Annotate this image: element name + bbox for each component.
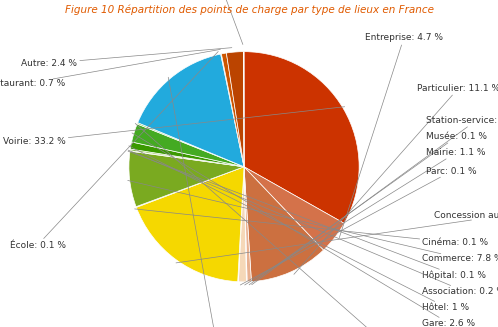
Wedge shape — [244, 167, 344, 250]
Wedge shape — [138, 54, 244, 167]
Text: Station-service: 0.6 %: Station-service: 0.6 % — [251, 116, 498, 285]
Wedge shape — [129, 151, 244, 207]
Wedge shape — [244, 167, 251, 282]
Text: Entreprise: 4.7 %: Entreprise: 4.7 % — [339, 33, 443, 238]
Wedge shape — [244, 52, 359, 223]
Wedge shape — [130, 149, 244, 167]
Wedge shape — [130, 150, 244, 167]
Text: Parc: 0.1 %: Parc: 0.1 % — [240, 167, 477, 285]
Wedge shape — [244, 167, 323, 282]
Text: Mairie: 1.1 %: Mairie: 1.1 % — [245, 148, 486, 285]
Wedge shape — [244, 167, 247, 282]
Wedge shape — [222, 53, 244, 167]
Text: Concession automobile: 18.4 %: Concession automobile: 18.4 % — [176, 211, 498, 263]
Text: Particulier: 11.1 %: Particulier: 11.1 % — [294, 84, 498, 274]
Text: Aéroport: 0.2 %: Aéroport: 0.2 % — [135, 123, 418, 327]
Wedge shape — [131, 124, 244, 167]
Wedge shape — [238, 167, 244, 282]
Text: Voirie: 33.2 %: Voirie: 33.2 % — [3, 107, 345, 146]
Text: Autre: 2.4 %: Autre: 2.4 % — [21, 48, 232, 68]
Text: Hôtel: 1 %: Hôtel: 1 % — [129, 146, 470, 312]
Text: École: 0.1 %: École: 0.1 % — [9, 52, 218, 250]
Text: Église: 0%: Église: 0% — [200, 0, 247, 44]
Text: Musée: 0.1 %: Musée: 0.1 % — [249, 132, 487, 285]
Text: Association: 0.2 %: Association: 0.2 % — [128, 150, 498, 296]
Wedge shape — [137, 123, 244, 167]
Wedge shape — [239, 167, 247, 282]
Text: Cinéma: 0.1 %: Cinéma: 0.1 % — [134, 209, 489, 247]
Text: Commerce: 7.8 %: Commerce: 7.8 % — [127, 181, 498, 263]
Text: Restaurant: 0.7 %: Restaurant: 0.7 % — [0, 49, 220, 88]
Wedge shape — [136, 167, 244, 282]
Wedge shape — [221, 54, 244, 167]
Wedge shape — [227, 52, 244, 167]
Text: Hôpital: 0.1 %: Hôpital: 0.1 % — [128, 151, 487, 280]
Wedge shape — [136, 167, 244, 207]
Text: Gare: 2.6 %: Gare: 2.6 % — [132, 133, 476, 327]
Text: Parking: 15.5 %: Parking: 15.5 % — [168, 77, 251, 327]
Wedge shape — [130, 142, 244, 167]
Text: Figure 10 Répartition des points de charge par type de lieux en France: Figure 10 Répartition des points de char… — [65, 5, 433, 15]
